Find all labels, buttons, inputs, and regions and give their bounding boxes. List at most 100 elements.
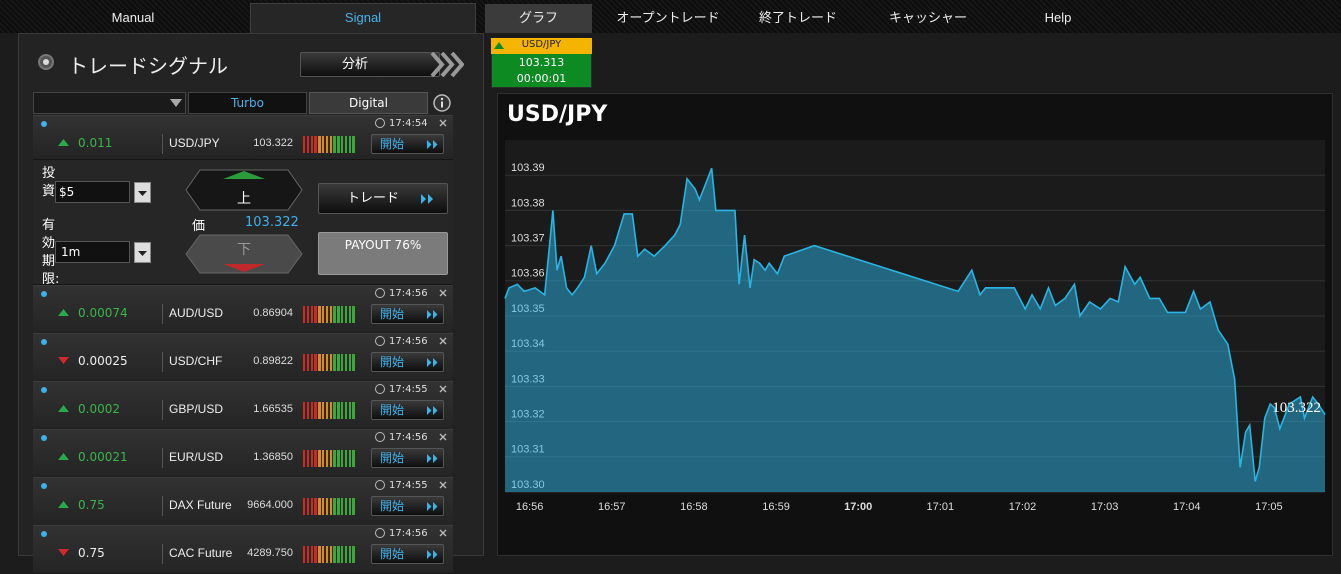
- last-price-label: 103.322: [1272, 400, 1321, 416]
- nav-item[interactable]: Manual: [111, 10, 155, 25]
- strength-bar: [329, 546, 332, 563]
- signal-time: 17:4:56: [389, 432, 428, 443]
- clock-icon: [375, 336, 385, 346]
- strength-bar: [333, 306, 336, 323]
- chevron: [427, 454, 438, 463]
- direction-arrow: [58, 139, 69, 146]
- strength-bar: [341, 136, 344, 153]
- strength-bar: [310, 546, 313, 563]
- price-label: 価: [192, 219, 206, 234]
- start-chevrons: [427, 454, 438, 463]
- arrow: [58, 453, 69, 460]
- x-tick-label: 17:02: [1009, 501, 1037, 513]
- clock-icon: [375, 384, 385, 394]
- up-button[interactable]: [185, 169, 303, 211]
- chevron: [421, 194, 433, 204]
- close-icon[interactable]: [439, 289, 447, 297]
- strength-bar: [348, 306, 351, 323]
- strength-bar: [344, 450, 348, 467]
- signal-change: 0.00074: [78, 306, 128, 320]
- start-button[interactable]: 開始: [371, 400, 444, 420]
- investment-input[interactable]: $5: [55, 181, 130, 203]
- nav-item[interactable]: 終了トレード: [758, 10, 837, 25]
- start-button[interactable]: 開始: [371, 448, 444, 468]
- strength-bar: [306, 354, 310, 371]
- close-icon[interactable]: [439, 529, 447, 537]
- strength-bar: [341, 354, 344, 371]
- x-tick-label: 16:57: [598, 501, 626, 513]
- signal-change: 0.00025: [78, 354, 128, 368]
- strength-bar: [344, 306, 348, 323]
- nav-item[interactable]: オープントレード: [616, 10, 720, 25]
- strength-bar: [352, 498, 355, 515]
- down-label: 下: [237, 242, 251, 258]
- strength-bar: [318, 136, 321, 153]
- strength-bar: [318, 546, 321, 563]
- status-dot: [41, 435, 47, 441]
- close-icon[interactable]: [439, 119, 447, 127]
- select-arrows: [138, 191, 147, 256]
- arrow: [138, 251, 147, 256]
- strength-bar: [337, 136, 340, 153]
- clock-icon: [375, 118, 385, 128]
- close-icon[interactable]: [439, 385, 447, 393]
- ticker-price: 103.313: [518, 56, 565, 69]
- panel-title: トレードシグナル: [68, 54, 228, 78]
- strength-bar: [333, 546, 336, 563]
- expiry-input[interactable]: 1m: [55, 241, 130, 263]
- analysis-button[interactable]: 分析: [300, 52, 440, 77]
- status-dot: [41, 531, 47, 537]
- x-tick-label: 17:03: [1091, 501, 1119, 513]
- start-button[interactable]: 開始: [371, 304, 444, 324]
- nav-item[interactable]: Help: [1044, 10, 1072, 25]
- strength-bar: [341, 498, 344, 515]
- strength-bar: [322, 136, 325, 153]
- strength-bar: [337, 402, 340, 419]
- signal-price: 4289.750: [247, 547, 293, 559]
- trade-button[interactable]: トレード: [318, 183, 448, 214]
- close-icon[interactable]: [439, 481, 447, 489]
- strength-bar: [314, 136, 317, 153]
- filter-dropdown[interactable]: [33, 92, 186, 114]
- strength-bar: [337, 450, 340, 467]
- strength-bar: [303, 136, 306, 153]
- strength-bar: [352, 450, 355, 467]
- strength-bar: [322, 450, 325, 467]
- strength-bar: [325, 354, 329, 371]
- strength-bar: [314, 402, 317, 419]
- chevron: [427, 310, 438, 319]
- ticker-timer: 00:00:01: [516, 72, 567, 85]
- form-price: 103.322: [245, 215, 299, 230]
- strength-bar: [348, 402, 351, 419]
- strength-bar: [322, 402, 325, 419]
- close-icon[interactable]: [439, 337, 447, 345]
- clock-icon: [375, 432, 385, 442]
- start-button[interactable]: 開始: [371, 134, 444, 154]
- signal-change: 0.011: [78, 136, 113, 150]
- strength-bar: [348, 498, 351, 515]
- separator: [162, 544, 163, 564]
- info-icon[interactable]: [432, 93, 452, 113]
- status-dot: [41, 291, 47, 297]
- top-bar: [0, 0, 1341, 33]
- strength-bar: [306, 136, 310, 153]
- strength-bar: [325, 402, 329, 419]
- start-button[interactable]: 開始: [371, 496, 444, 516]
- down-button[interactable]: [185, 234, 303, 274]
- signal-price: 0.89822: [253, 355, 293, 367]
- x-tick-label: 17:00: [844, 501, 872, 513]
- start-button[interactable]: 開始: [371, 352, 444, 372]
- clock-icon: [375, 480, 385, 490]
- tab-turbo[interactable]: Turbo: [188, 92, 307, 114]
- tab-digital[interactable]: Digital: [309, 92, 428, 114]
- signal-change: 0.0002: [78, 402, 120, 416]
- nav-item[interactable]: Signal: [344, 10, 382, 25]
- nav-item[interactable]: グラフ: [518, 10, 558, 25]
- close-icon[interactable]: [439, 433, 447, 441]
- signal-symbol: USD/JPY: [169, 136, 220, 150]
- arrow: [138, 191, 147, 196]
- strength-bar: [344, 498, 348, 515]
- nav-item[interactable]: キャッシャー: [888, 10, 967, 25]
- strength-bar: [344, 546, 348, 563]
